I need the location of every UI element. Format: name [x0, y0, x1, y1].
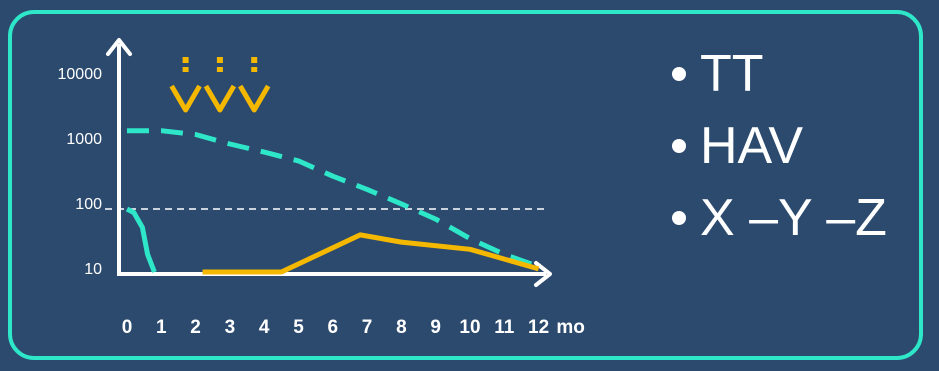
x-tick-label: 0 — [122, 317, 133, 338]
dose-arrow-head-2 — [238, 84, 271, 113]
y-tick-label: 100 — [75, 196, 102, 213]
y-tick-labels: 10 100 1000 10000 — [58, 66, 103, 278]
arrow-group — [169, 57, 271, 113]
bullet-list: TT HAV X –Y –Z — [672, 38, 887, 254]
x-tick-label: 2 — [190, 317, 201, 338]
dose-arrow-head-0 — [169, 84, 202, 113]
x-tick-label: 5 — [293, 317, 304, 338]
x-tick-label: 9 — [430, 317, 441, 338]
y-axis-arrowhead — [106, 38, 132, 56]
x-tick-label: 10 — [459, 317, 480, 338]
y-tick-label: 10 — [84, 261, 102, 278]
bullet-dot — [672, 139, 686, 153]
bullet-item-xyz: X –Y –Z — [672, 182, 887, 254]
x-tick-label: 8 — [396, 317, 407, 338]
y-tick-label: 1000 — [66, 131, 102, 148]
bullet-dot — [672, 67, 686, 81]
bullet-label: X –Y –Z — [700, 189, 887, 247]
x-tick-label: 4 — [259, 317, 270, 338]
x-axis-arrowhead — [534, 261, 552, 287]
x-tick-label: 1 — [156, 317, 167, 338]
y-tick-label: 10000 — [58, 66, 103, 83]
x-tick-label: 11 — [494, 317, 515, 338]
slide-frame — [8, 10, 923, 360]
x-unit-label: mo — [556, 317, 585, 338]
x-tick-label: 7 — [362, 317, 373, 338]
bullet-item-hav: HAV — [672, 110, 887, 182]
x-tick-labels: 0 1 2 3 4 5 6 7 8 9 10 11 12 mo — [122, 317, 585, 338]
bullet-label: TT — [700, 45, 764, 103]
dose-arrow-head-1 — [203, 84, 237, 113]
series-line-0 — [127, 128, 540, 269]
bullet-label: HAV — [700, 117, 804, 175]
x-tick-label: 12 — [528, 317, 549, 338]
bullet-dot — [672, 211, 686, 225]
x-tick-label: 6 — [328, 317, 339, 338]
series-group — [125, 128, 540, 275]
chart-axes — [106, 38, 552, 287]
series-line-2 — [202, 232, 540, 275]
x-tick-label: 3 — [225, 317, 236, 338]
bullet-item-tt: TT — [672, 38, 887, 110]
series-line-1 — [125, 206, 157, 273]
